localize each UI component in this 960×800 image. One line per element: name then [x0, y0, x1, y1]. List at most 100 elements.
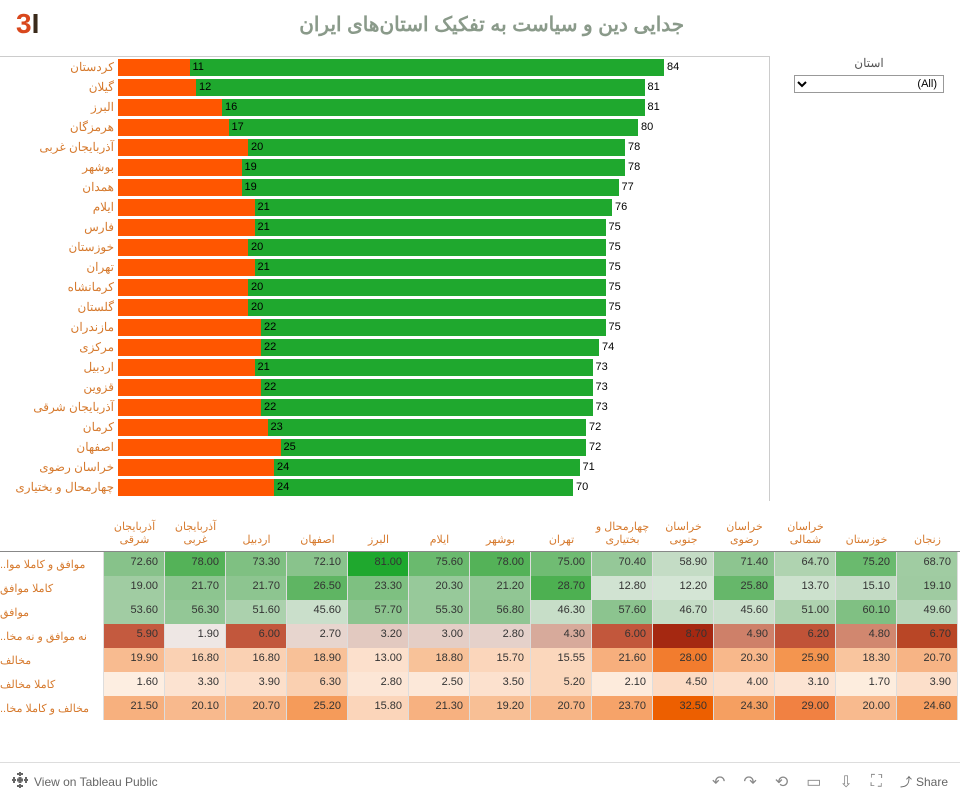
chart-row[interactable]: هرمزگان1780 [0, 117, 769, 137]
table-cell[interactable]: 53.60 [104, 600, 165, 624]
table-cell[interactable]: 72.60 [104, 552, 165, 576]
table-cell[interactable]: 75.60 [409, 552, 470, 576]
table-cell[interactable]: 55.30 [409, 600, 470, 624]
column-header[interactable]: بوشهر [470, 534, 531, 551]
column-header[interactable]: چهارمحال و بختیاری [592, 521, 653, 551]
table-cell[interactable]: 19.00 [104, 576, 165, 600]
table-cell[interactable]: 25.90 [775, 648, 836, 672]
table-cell[interactable]: 28.70 [531, 576, 592, 600]
table-cell[interactable]: 21.50 [104, 696, 165, 720]
row-label[interactable]: نه موافق و نه مخا.. [0, 624, 104, 648]
table-cell[interactable]: 15.55 [531, 648, 592, 672]
row-label[interactable]: موافق [0, 600, 104, 624]
table-cell[interactable]: 21.30 [409, 696, 470, 720]
table-cell[interactable]: 46.30 [531, 600, 592, 624]
table-cell[interactable]: 16.80 [226, 648, 287, 672]
bar-green[interactable] [118, 79, 645, 96]
table-cell[interactable]: 12.80 [592, 576, 653, 600]
row-label[interactable]: مخالف [0, 648, 104, 672]
bar-orange[interactable] [118, 279, 248, 296]
table-cell[interactable]: 8.70 [653, 624, 714, 648]
table-cell[interactable]: 3.90 [897, 672, 958, 696]
chart-row[interactable]: فارس2175 [0, 217, 769, 237]
chart-row[interactable]: خوزستان2075 [0, 237, 769, 257]
undo-icon[interactable]: ↶ [712, 772, 725, 792]
column-header[interactable]: ایلام [409, 534, 470, 551]
table-cell[interactable]: 24.60 [897, 696, 958, 720]
bar-orange[interactable] [118, 199, 255, 216]
table-cell[interactable]: 49.60 [897, 600, 958, 624]
table-cell[interactable]: 70.40 [592, 552, 653, 576]
table-cell[interactable]: 20.30 [409, 576, 470, 600]
table-cell[interactable]: 15.80 [348, 696, 409, 720]
table-cell[interactable]: 2.50 [409, 672, 470, 696]
table-cell[interactable]: 4.80 [836, 624, 897, 648]
table-cell[interactable]: 1.60 [104, 672, 165, 696]
column-header[interactable]: آذربایجان شرقی [104, 521, 165, 551]
chart-row[interactable]: اصفهان2572 [0, 437, 769, 457]
table-cell[interactable]: 6.00 [226, 624, 287, 648]
table-cell[interactable]: 15.10 [836, 576, 897, 600]
bar-orange[interactable] [118, 319, 261, 336]
table-cell[interactable]: 3.30 [165, 672, 226, 696]
bar-orange[interactable] [118, 359, 255, 376]
table-cell[interactable]: 4.00 [714, 672, 775, 696]
row-label[interactable]: موافق و کاملا موا.. [0, 552, 104, 576]
table-cell[interactable]: 20.70 [226, 696, 287, 720]
table-cell[interactable]: 18.30 [836, 648, 897, 672]
download-icon[interactable]: ⇩ [839, 772, 852, 792]
bar-orange[interactable] [118, 399, 261, 416]
table-cell[interactable]: 3.00 [409, 624, 470, 648]
table-cell[interactable]: 23.30 [348, 576, 409, 600]
bar-orange[interactable] [118, 459, 274, 476]
chart-row[interactable]: کرمانشاه2075 [0, 277, 769, 297]
table-cell[interactable]: 32.50 [653, 696, 714, 720]
table-cell[interactable]: 5.20 [531, 672, 592, 696]
table-cell[interactable]: 56.80 [470, 600, 531, 624]
chart-row[interactable]: قزوین2273 [0, 377, 769, 397]
table-cell[interactable]: 20.00 [836, 696, 897, 720]
bar-orange[interactable] [118, 339, 261, 356]
chart-row[interactable]: چهارمحال و بختیاری2470 [0, 477, 769, 497]
chart-row[interactable]: البرز1681 [0, 97, 769, 117]
bar-orange[interactable] [118, 99, 222, 116]
chart-row[interactable]: گلستان2075 [0, 297, 769, 317]
table-cell[interactable]: 19.20 [470, 696, 531, 720]
chart-row[interactable]: کردستان1184 [0, 57, 769, 77]
bar-orange[interactable] [118, 59, 190, 76]
table-cell[interactable]: 71.40 [714, 552, 775, 576]
bar-orange[interactable] [118, 239, 248, 256]
table-cell[interactable]: 60.10 [836, 600, 897, 624]
bar-orange[interactable] [118, 79, 196, 96]
table-cell[interactable]: 19.90 [104, 648, 165, 672]
chart-row[interactable]: مازندران2275 [0, 317, 769, 337]
chart-row[interactable]: خراسان رضوی2471 [0, 457, 769, 477]
table-cell[interactable]: 6.30 [287, 672, 348, 696]
bar-orange[interactable] [118, 419, 268, 436]
table-cell[interactable]: 6.00 [592, 624, 653, 648]
table-cell[interactable]: 21.70 [165, 576, 226, 600]
province-filter[interactable]: (All) [794, 75, 944, 93]
table-cell[interactable]: 75.00 [531, 552, 592, 576]
table-cell[interactable]: 21.20 [470, 576, 531, 600]
table-cell[interactable]: 20.70 [897, 648, 958, 672]
table-cell[interactable]: 21.60 [592, 648, 653, 672]
table-cell[interactable]: 25.20 [287, 696, 348, 720]
table-cell[interactable]: 13.00 [348, 648, 409, 672]
redo-icon[interactable]: ↷ [743, 772, 756, 792]
table-cell[interactable]: 2.80 [348, 672, 409, 696]
bar-orange[interactable] [118, 299, 248, 316]
bar-orange[interactable] [118, 119, 229, 136]
table-cell[interactable]: 81.00 [348, 552, 409, 576]
table-cell[interactable]: 51.60 [226, 600, 287, 624]
table-cell[interactable]: 4.90 [714, 624, 775, 648]
table-cell[interactable]: 45.60 [287, 600, 348, 624]
table-cell[interactable]: 2.10 [592, 672, 653, 696]
table-cell[interactable]: 18.90 [287, 648, 348, 672]
column-header[interactable]: خراسان جنوبی [653, 521, 714, 551]
table-cell[interactable]: 29.00 [775, 696, 836, 720]
table-cell[interactable]: 4.50 [653, 672, 714, 696]
chart-row[interactable]: مرکزی2274 [0, 337, 769, 357]
column-header[interactable]: اردبیل [226, 534, 287, 551]
table-cell[interactable]: 1.70 [836, 672, 897, 696]
